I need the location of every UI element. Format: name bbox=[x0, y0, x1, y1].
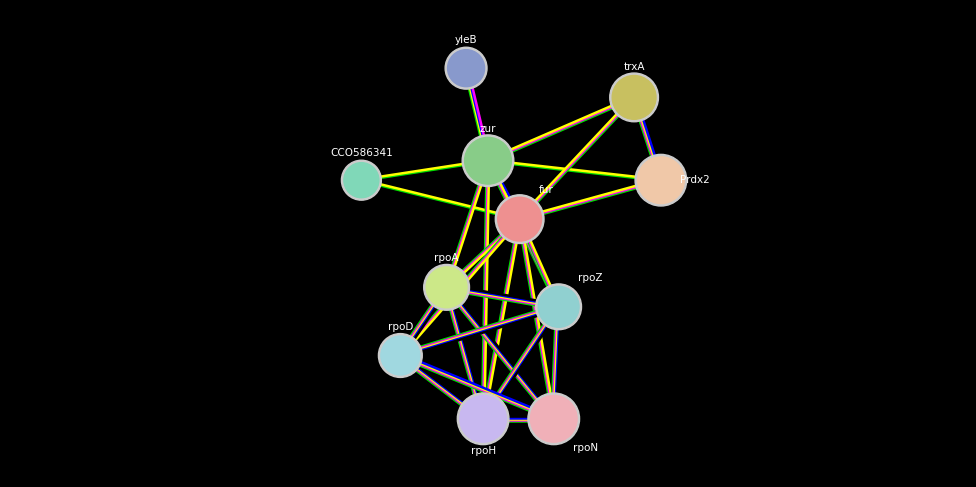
Text: Prdx2: Prdx2 bbox=[680, 175, 711, 185]
Circle shape bbox=[498, 197, 542, 241]
Circle shape bbox=[528, 393, 580, 445]
Circle shape bbox=[463, 135, 513, 187]
Circle shape bbox=[538, 286, 579, 327]
Text: rpoD: rpoD bbox=[387, 322, 413, 332]
Text: trxA: trxA bbox=[624, 62, 645, 72]
Circle shape bbox=[536, 284, 582, 330]
Circle shape bbox=[610, 73, 659, 122]
Circle shape bbox=[381, 336, 420, 375]
Text: CCO586341: CCO586341 bbox=[330, 148, 392, 158]
Circle shape bbox=[344, 163, 379, 198]
Circle shape bbox=[635, 154, 687, 206]
Circle shape bbox=[460, 395, 507, 442]
Text: yleB: yleB bbox=[455, 35, 477, 45]
Circle shape bbox=[448, 50, 485, 87]
Text: rpoZ: rpoZ bbox=[578, 273, 602, 283]
Text: rpoN: rpoN bbox=[573, 443, 598, 453]
Text: fur: fur bbox=[539, 185, 554, 195]
Text: rpoH: rpoH bbox=[470, 446, 496, 456]
Circle shape bbox=[379, 334, 423, 377]
Circle shape bbox=[427, 267, 468, 308]
Circle shape bbox=[342, 160, 382, 200]
Text: zur: zur bbox=[480, 124, 496, 134]
Circle shape bbox=[495, 195, 544, 244]
Circle shape bbox=[637, 157, 684, 204]
Text: rpoA: rpoA bbox=[434, 253, 459, 263]
Circle shape bbox=[465, 137, 511, 184]
Circle shape bbox=[445, 47, 487, 89]
Circle shape bbox=[530, 395, 577, 442]
Circle shape bbox=[612, 75, 656, 119]
Circle shape bbox=[424, 264, 469, 310]
Circle shape bbox=[458, 393, 508, 445]
